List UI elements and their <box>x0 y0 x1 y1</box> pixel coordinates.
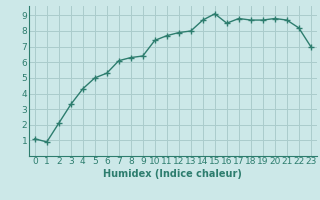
X-axis label: Humidex (Indice chaleur): Humidex (Indice chaleur) <box>103 169 242 179</box>
